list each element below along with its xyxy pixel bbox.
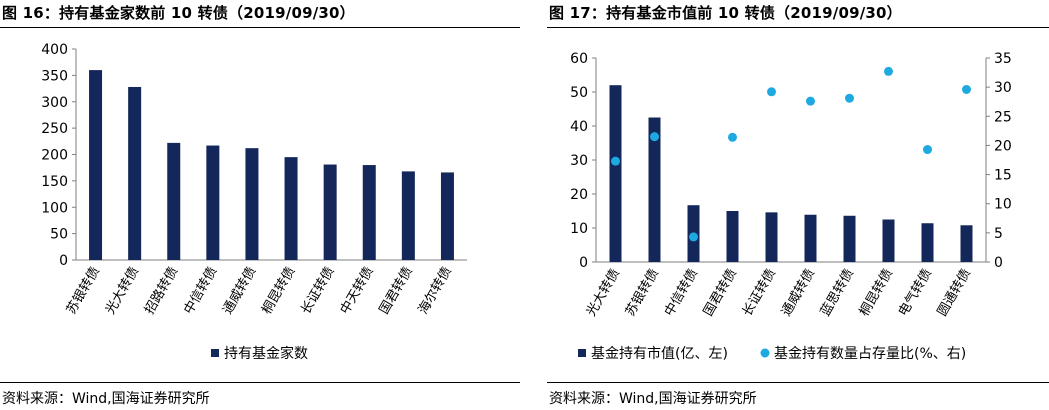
right-y-tick-label: 30 — [994, 80, 1012, 96]
scatter-point — [611, 156, 620, 166]
x-tick-label: 苏银转债 — [63, 264, 103, 317]
legend-swatch-dot — [760, 348, 770, 358]
y-tick-label: 200 — [41, 148, 68, 164]
scatter-point — [806, 96, 815, 106]
bar — [765, 212, 778, 262]
left-y-tick-label: 30 — [570, 153, 588, 169]
figure-16-chart: 0 50 100 150 200 250 300 350 400 苏银转债 光大转债 招路转债 中信转债… — [41, 42, 467, 362]
bar — [921, 223, 934, 262]
y-tick-label: 350 — [41, 68, 68, 84]
left-y-tick-label: 60 — [570, 51, 588, 67]
legend-swatch-bar — [578, 349, 586, 357]
x-tick-label: 国君转债 — [701, 267, 740, 320]
y-tick-label: 100 — [41, 200, 68, 216]
scatter-point — [845, 93, 854, 103]
bar — [843, 215, 856, 262]
x-tick-label: 光大转债 — [584, 267, 623, 320]
left-y-tick-label: 10 — [570, 221, 588, 237]
bar — [323, 164, 337, 260]
x-tick-label: 电气转债 — [895, 266, 935, 319]
x-tick-label: 蓝思转债 — [818, 267, 857, 320]
right-y-tick-label: 25 — [994, 109, 1012, 125]
bar — [401, 171, 415, 260]
scatter-point — [728, 132, 737, 142]
figure-16-top-rule — [0, 27, 520, 28]
x-tick-label: 圆通转债 — [935, 267, 974, 320]
bar — [89, 70, 103, 260]
legend-swatch-bar — [211, 349, 219, 357]
figure-16-title: 图 16：持有基金家数前 10 转债（2019/09/30） — [2, 4, 355, 22]
figure-17-bottom-rule — [547, 382, 1049, 383]
x-tick-label: 桐昆转债 — [260, 265, 299, 318]
bar — [648, 117, 661, 262]
figure-17-panel: 图 17：持有基金市值前 10 转债（2019/09/30） 0 10 20 30 40… — [547, 0, 1049, 410]
x-tick-label: 国君转债 — [377, 265, 416, 318]
x-tick-label: 光大转债 — [103, 265, 142, 318]
scatter-point — [923, 145, 932, 155]
scatter-point — [962, 84, 971, 94]
bar — [882, 219, 895, 262]
y-tick-label: 400 — [41, 42, 68, 58]
right-y-tick-label: 0 — [994, 255, 1003, 271]
bar — [206, 145, 220, 260]
right-y-tick-label: 15 — [994, 168, 1012, 184]
x-tick-label: 中信转债 — [662, 267, 701, 320]
bar — [609, 85, 622, 262]
legend-label: 持有基金家数 — [224, 345, 308, 362]
figure-17-title: 图 17：持有基金市值前 10 转债（2019/09/30） — [549, 4, 902, 22]
x-tick-label: 桐昆转债 — [857, 267, 896, 320]
right-y-tick-label: 10 — [994, 197, 1012, 213]
x-tick-label: 苏银转债 — [622, 266, 662, 319]
right-y-tick-label: 35 — [994, 51, 1012, 67]
bar — [284, 157, 298, 260]
figure-17-top-rule — [547, 27, 1049, 28]
x-tick-label: 长证转债 — [740, 267, 779, 320]
x-tick-label: 通威转债 — [779, 267, 818, 320]
y-tick-label: 250 — [41, 121, 68, 137]
x-tick-label: 中信转债 — [181, 265, 220, 318]
figure-17-chart: 0 10 20 30 40 50 60 0 5 10 15 20 25 30 35 光大转债 苏银转债 中信转债国… — [570, 51, 1012, 362]
scatter-point — [767, 87, 776, 97]
left-y-tick-label: 0 — [579, 255, 588, 271]
bar — [960, 225, 973, 262]
y-tick-label: 300 — [41, 95, 68, 111]
bar — [440, 172, 454, 260]
x-tick-label: 长证转债 — [299, 265, 338, 318]
bar — [726, 211, 739, 262]
right-y-tick-label: 20 — [994, 138, 1012, 154]
y-tick-label: 0 — [59, 253, 68, 269]
bar — [804, 214, 817, 262]
bar — [167, 142, 181, 260]
figure-16-bottom-rule — [0, 382, 520, 383]
right-y-tick-label: 5 — [994, 226, 1003, 242]
scatter-point — [884, 66, 893, 76]
x-tick-label: 海尔转债 — [416, 265, 455, 318]
x-tick-label: 中天转债 — [338, 265, 377, 318]
left-y-tick-label: 40 — [570, 119, 588, 135]
y-tick-label: 150 — [41, 174, 68, 190]
left-y-tick-label: 50 — [570, 85, 588, 101]
scatter-point — [689, 232, 698, 242]
figure-17-source: 资料来源：Wind,国海证券研究所 — [549, 391, 757, 407]
x-tick-label: 通威转债 — [220, 265, 259, 318]
y-tick-label: 50 — [50, 227, 68, 243]
figure-16-source: 资料来源：Wind,国海证券研究所 — [2, 391, 210, 407]
legend-label-dot: 基金持有数量占存量比(%、右) — [774, 345, 966, 362]
legend-label-bar: 基金持有市值(亿、左) — [591, 345, 728, 362]
figure-16-panel: 图 16：持有基金家数前 10 转债（2019/09/30） 0 50 100 150… — [0, 0, 520, 410]
left-y-tick-label: 20 — [570, 187, 588, 203]
bar — [362, 165, 376, 260]
scatter-point — [650, 132, 659, 142]
bar — [128, 86, 142, 260]
bar — [245, 148, 259, 260]
x-tick-label: 招路转债 — [141, 264, 181, 317]
